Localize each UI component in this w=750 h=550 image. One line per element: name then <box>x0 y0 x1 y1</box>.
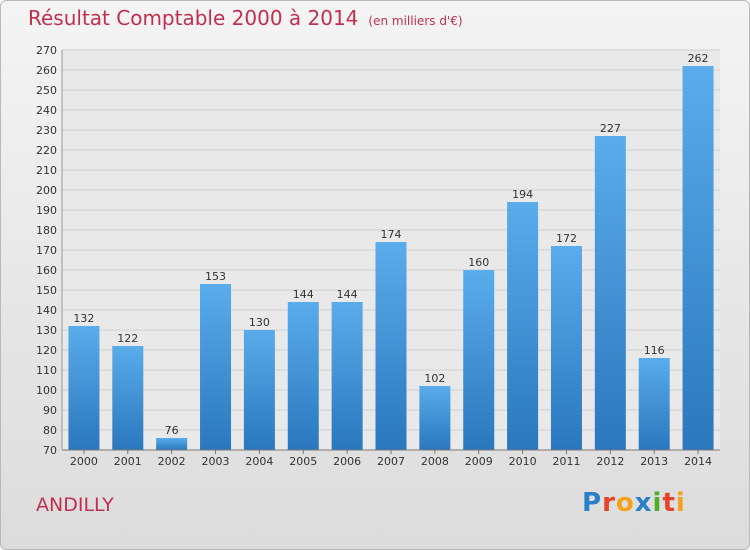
y-tick-label: 200 <box>36 184 57 197</box>
y-tick-label: 170 <box>36 244 57 257</box>
y-tick-label: 180 <box>36 224 57 237</box>
bar-value-label: 262 <box>688 52 709 65</box>
chart-subtitle: (en milliers d'€) <box>368 14 463 28</box>
bar-value-label: 144 <box>293 288 314 301</box>
logo-letter: t <box>662 488 676 518</box>
bar <box>243 330 275 450</box>
bar <box>112 346 144 450</box>
logo-letter: P <box>582 488 603 518</box>
bar-value-label: 76 <box>165 424 179 437</box>
y-tick-label: 130 <box>36 324 57 337</box>
y-tick-label: 70 <box>43 444 57 457</box>
chart-title-text: Résultat Comptable 2000 à 2014 <box>28 6 359 30</box>
x-tick-label: 2001 <box>114 455 142 468</box>
bar <box>375 242 407 450</box>
x-tick-label: 2002 <box>158 455 186 468</box>
bar-value-label: 160 <box>468 256 489 269</box>
y-tick-label: 100 <box>36 384 57 397</box>
bar-value-label: 227 <box>600 122 621 135</box>
x-tick-label: 2012 <box>596 455 624 468</box>
chart-title: Résultat Comptable 2000 à 2014 (en millie… <box>28 6 463 30</box>
bar <box>507 202 539 450</box>
x-tick-label: 2011 <box>552 455 580 468</box>
y-tick-label: 210 <box>36 164 57 177</box>
x-tick-label: 2014 <box>684 455 712 468</box>
logo-letter: i <box>652 488 663 518</box>
x-tick-label: 2006 <box>333 455 361 468</box>
logo-letter: x <box>634 488 653 518</box>
logo-letter: o <box>615 488 635 518</box>
x-tick-label: 2009 <box>465 455 493 468</box>
y-tick-label: 230 <box>36 124 57 137</box>
logo-letter: i <box>675 488 686 518</box>
bar-value-label: 122 <box>117 332 138 345</box>
bar <box>550 246 582 450</box>
bar-value-label: 130 <box>249 316 270 329</box>
bar-value-label: 174 <box>381 228 402 241</box>
y-tick-label: 220 <box>36 144 57 157</box>
x-tick-label: 2007 <box>377 455 405 468</box>
x-tick-label: 2010 <box>509 455 537 468</box>
bar-value-label: 102 <box>424 372 445 385</box>
bar <box>200 284 232 450</box>
bar <box>594 136 626 450</box>
y-tick-label: 270 <box>36 44 57 57</box>
bar <box>287 302 319 450</box>
y-tick-label: 250 <box>36 84 57 97</box>
bar <box>419 386 451 450</box>
x-tick-label: 2000 <box>70 455 98 468</box>
bar <box>638 358 670 450</box>
y-tick-label: 80 <box>43 424 57 437</box>
bar <box>156 438 188 450</box>
bar-value-label: 116 <box>644 344 665 357</box>
y-tick-label: 260 <box>36 64 57 77</box>
bar-value-label: 194 <box>512 188 533 201</box>
bar <box>331 302 363 450</box>
y-tick-label: 90 <box>43 404 57 417</box>
y-tick-label: 150 <box>36 284 57 297</box>
y-tick-label: 110 <box>36 364 57 377</box>
logo-letter: r <box>602 488 616 518</box>
x-tick-label: 2004 <box>245 455 273 468</box>
x-tick-label: 2008 <box>421 455 449 468</box>
bar-value-label: 132 <box>73 312 94 325</box>
x-axis: 2000 2001 2002 2003 2004 2005 2006 2007 2008 2009… <box>62 449 720 468</box>
bar <box>68 326 100 450</box>
y-tick-label: 160 <box>36 264 57 277</box>
bars: 132 122 76 153 130 144 144 174 102 160 194 172 227 11… <box>68 52 714 450</box>
x-tick-label: 2003 <box>202 455 230 468</box>
y-tick-label: 190 <box>36 204 57 217</box>
bar-value-label: 153 <box>205 270 226 283</box>
commune-name: ANDILLY <box>36 494 114 516</box>
y-axis: 70 80 90 100 110 120 130 140 150 160 170 180 190 200 2… <box>36 44 63 457</box>
y-tick-label: 120 <box>36 344 57 357</box>
x-tick-label: 2013 <box>640 455 668 468</box>
bar-value-label: 172 <box>556 232 577 245</box>
y-tick-label: 240 <box>36 104 57 117</box>
bar-value-label: 144 <box>337 288 358 301</box>
y-tick-label: 140 <box>36 304 57 317</box>
bar <box>682 66 714 450</box>
x-tick-label: 2005 <box>289 455 317 468</box>
bar <box>463 270 495 450</box>
proxiti-logo: Proxiti <box>582 488 686 518</box>
